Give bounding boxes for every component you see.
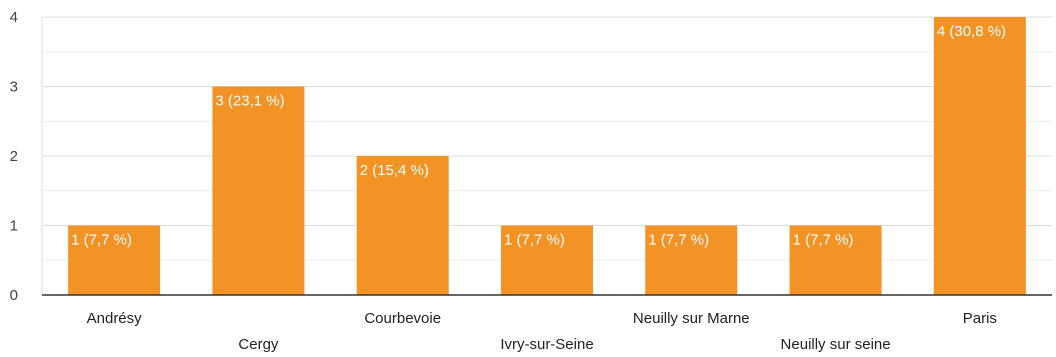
- category-labels: Andrésy Cergy Courbevoie Ivry-sur-Seine Neui…: [87, 310, 997, 353]
- bars: [68, 17, 1026, 295]
- data-label: 2 (15,4 %): [360, 162, 429, 179]
- y-tick-label: 3: [10, 79, 18, 96]
- y-tick-label: 4: [10, 9, 18, 26]
- category-label: Ivry-sur-Seine: [500, 336, 593, 353]
- data-label: 1 (7,7 %): [648, 232, 709, 249]
- data-label: 1 (7,7 %): [504, 232, 565, 249]
- y-tick-label: 0: [10, 287, 18, 304]
- data-label: 3 (23,1 %): [215, 93, 284, 110]
- category-label: Andrésy: [87, 310, 143, 327]
- bar: [645, 225, 738, 295]
- data-label: 4 (30,8 %): [937, 23, 1006, 40]
- y-axis-ticks: 0 1 2 3 4: [10, 9, 18, 304]
- category-label: Neuilly sur seine: [781, 336, 891, 353]
- bar: [933, 17, 1026, 295]
- category-label: Paris: [963, 310, 997, 327]
- bar: [501, 225, 593, 295]
- category-label: Courbevoie: [364, 310, 441, 327]
- bar: [212, 86, 305, 295]
- category-label: Neuilly sur Marne: [633, 310, 750, 327]
- y-tick-label: 2: [10, 148, 18, 165]
- data-labels: 1 (7,7 %) 3 (23,1 %) 2 (15,4 %) 1 (7,7 %) 1 …: [71, 23, 1006, 249]
- data-label: 1 (7,7 %): [793, 232, 854, 249]
- bar: [356, 156, 449, 295]
- data-label: 1 (7,7 %): [71, 232, 132, 249]
- bar: [68, 225, 161, 295]
- category-label: Cergy: [238, 336, 279, 353]
- y-tick-label: 1: [10, 218, 18, 235]
- bar: [789, 225, 882, 295]
